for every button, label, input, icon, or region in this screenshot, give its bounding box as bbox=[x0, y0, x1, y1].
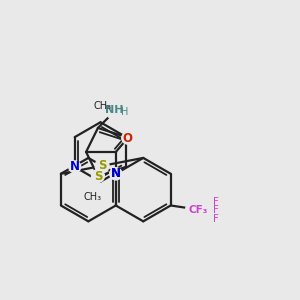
Text: N: N bbox=[70, 160, 80, 173]
Text: NH: NH bbox=[104, 105, 123, 115]
Circle shape bbox=[95, 159, 109, 173]
Text: N: N bbox=[111, 167, 121, 180]
Text: CF₃: CF₃ bbox=[189, 206, 208, 215]
Text: H: H bbox=[121, 107, 128, 117]
Text: CH₃: CH₃ bbox=[83, 192, 102, 202]
Circle shape bbox=[110, 168, 122, 180]
Circle shape bbox=[69, 161, 81, 173]
Circle shape bbox=[106, 100, 126, 120]
Text: F: F bbox=[213, 206, 219, 215]
Text: N: N bbox=[111, 167, 121, 180]
Circle shape bbox=[92, 169, 104, 182]
Text: S: S bbox=[94, 169, 102, 182]
Circle shape bbox=[186, 198, 211, 223]
Circle shape bbox=[110, 168, 122, 180]
Text: S: S bbox=[98, 159, 106, 172]
Circle shape bbox=[122, 132, 134, 144]
Text: O: O bbox=[123, 132, 133, 145]
Text: F: F bbox=[213, 196, 219, 206]
Text: CH₃: CH₃ bbox=[93, 101, 112, 111]
Text: F: F bbox=[213, 214, 219, 224]
